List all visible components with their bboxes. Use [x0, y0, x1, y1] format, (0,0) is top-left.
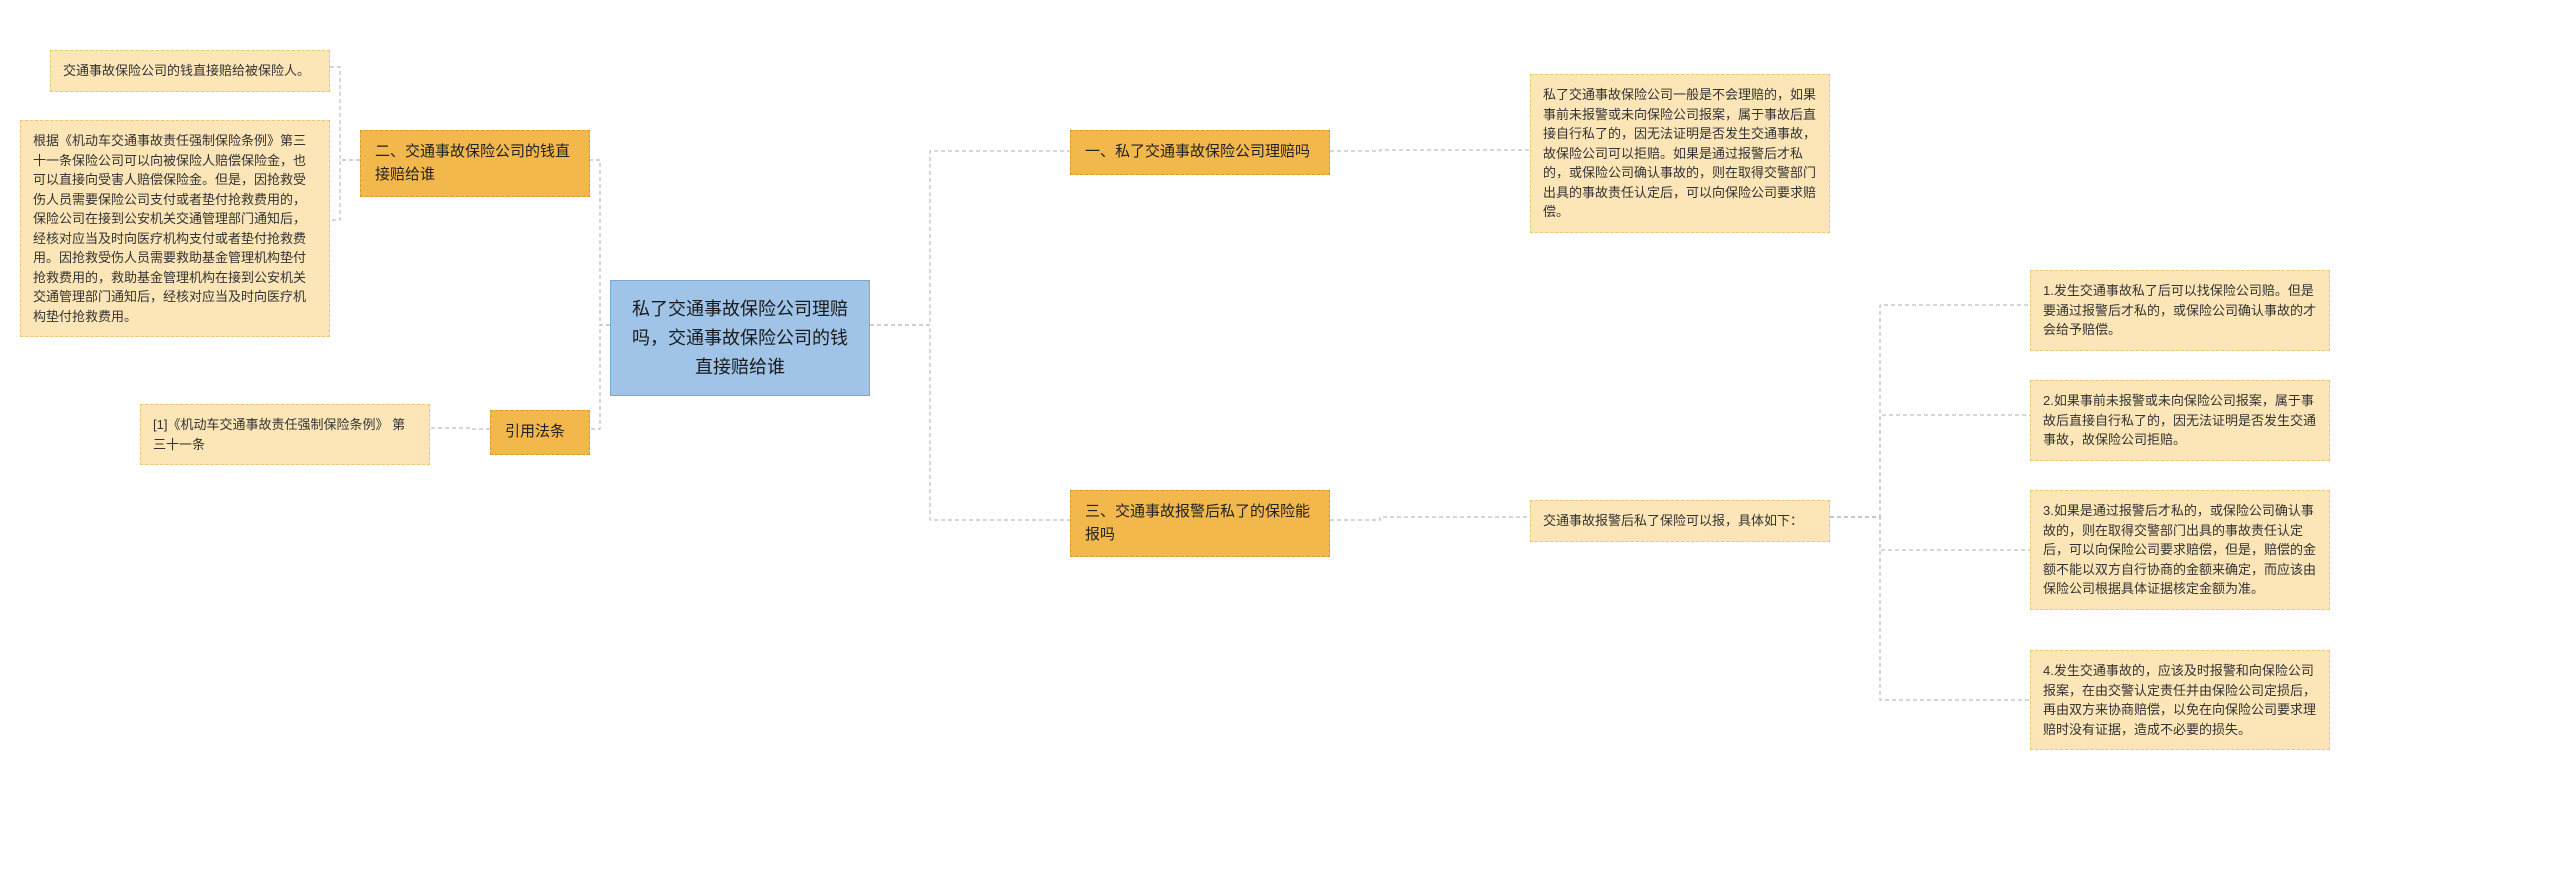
branch-2: 二、交通事故保险公司的钱直接赔给谁	[360, 130, 590, 197]
leaf-b2-2: 根据《机动车交通事故责任强制保险条例》第三十一条保险公司可以向被保险人赔偿保险金…	[20, 120, 330, 337]
leaf-b3-4: 4.发生交通事故的，应该及时报警和向保险公司报案，在由交警认定责任并由保险公司定…	[2030, 650, 2330, 750]
branch-3-text: 三、交通事故报警后私了的保险能报吗	[1085, 503, 1310, 543]
branch-cite: 引用法条	[490, 410, 590, 455]
leaf-cite-1: [1]《机动车交通事故责任强制保险条例》 第三十一条	[140, 404, 430, 465]
leaf-b3-1-text: 1.发生交通事故私了后可以找保险公司赔。但是要通过报警后才私的，或保险公司确认事…	[2043, 283, 2316, 337]
leaf-b1-1-text: 私了交通事故保险公司一般是不会理赔的，如果事前未报警或未向保险公司报案，属于事故…	[1543, 87, 1816, 219]
leaf-b3-1: 1.发生交通事故私了后可以找保险公司赔。但是要通过报警后才私的，或保险公司确认事…	[2030, 270, 2330, 351]
leaf-b3-4-text: 4.发生交通事故的，应该及时报警和向保险公司报案，在由交警认定责任并由保险公司定…	[2043, 663, 2316, 737]
leaf-b1-1: 私了交通事故保险公司一般是不会理赔的，如果事前未报警或未向保险公司报案，属于事故…	[1530, 74, 1830, 233]
branch-2-text: 二、交通事故保险公司的钱直接赔给谁	[375, 143, 570, 183]
leaf-b3-intro: 交通事故报警后私了保险可以报，具体如下：	[1530, 500, 1830, 542]
leaf-b3-3-text: 3.如果是通过报警后才私的，或保险公司确认事故的，则在取得交警部门出具的事故责任…	[2043, 503, 2316, 596]
root-node: 私了交通事故保险公司理赔吗，交通事故保险公司的钱直接赔给谁	[610, 280, 870, 396]
leaf-cite-1-text: [1]《机动车交通事故责任强制保险条例》 第三十一条	[153, 417, 405, 452]
leaf-b3-2-text: 2.如果事前未报警或未向保险公司报案，属于事故后直接自行私了的，因无法证明是否发…	[2043, 393, 2316, 447]
branch-1: 一、私了交通事故保险公司理赔吗	[1070, 130, 1330, 175]
leaf-b3-intro-text: 交通事故报警后私了保险可以报，具体如下：	[1543, 513, 1803, 528]
leaf-b2-2-text: 根据《机动车交通事故责任强制保险条例》第三十一条保险公司可以向被保险人赔偿保险金…	[33, 133, 306, 324]
leaf-b3-2: 2.如果事前未报警或未向保险公司报案，属于事故后直接自行私了的，因无法证明是否发…	[2030, 380, 2330, 461]
branch-1-text: 一、私了交通事故保险公司理赔吗	[1085, 143, 1310, 160]
leaf-b2-1: 交通事故保险公司的钱直接赔给被保险人。	[50, 50, 330, 92]
branch-cite-text: 引用法条	[505, 423, 565, 440]
root-text: 私了交通事故保险公司理赔吗，交通事故保险公司的钱直接赔给谁	[632, 299, 848, 377]
branch-3: 三、交通事故报警后私了的保险能报吗	[1070, 490, 1330, 557]
leaf-b2-1-text: 交通事故保险公司的钱直接赔给被保险人。	[63, 63, 310, 78]
leaf-b3-3: 3.如果是通过报警后才私的，或保险公司确认事故的，则在取得交警部门出具的事故责任…	[2030, 490, 2330, 610]
